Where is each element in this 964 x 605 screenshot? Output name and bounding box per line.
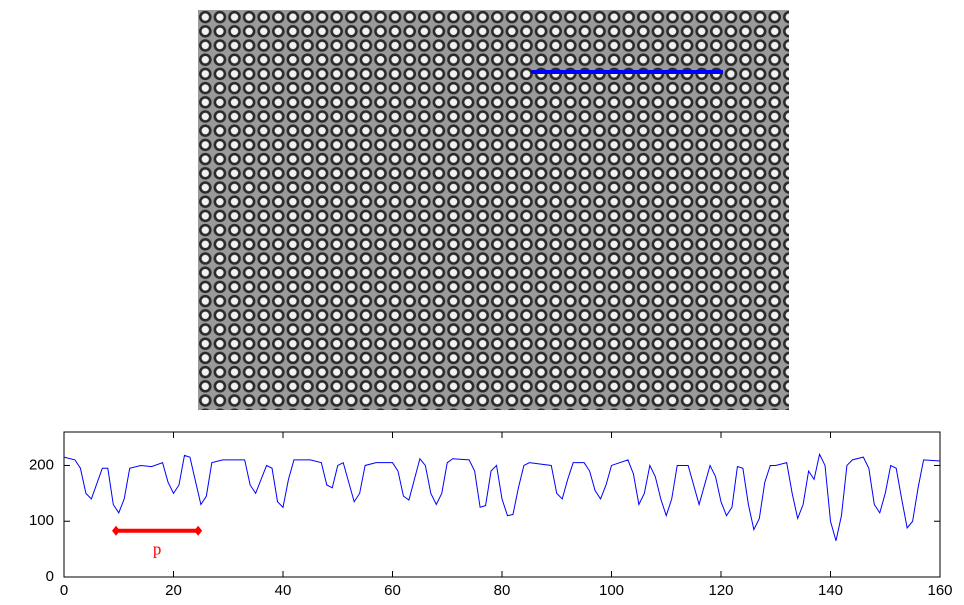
y-tick-label: 200	[29, 456, 54, 473]
arrow-head	[194, 525, 203, 536]
micrograph	[198, 10, 789, 410]
y-tick-label: 100	[29, 512, 54, 529]
x-tick-label: 0	[60, 582, 68, 599]
x-tick-label: 140	[818, 582, 843, 599]
x-tick-label: 160	[927, 582, 952, 599]
data-line	[63, 452, 941, 541]
arrow-head	[112, 525, 121, 536]
x-tick-label: 120	[708, 582, 733, 599]
x-tick-label: 80	[494, 582, 511, 599]
x-tick-label: 60	[384, 582, 401, 599]
plot-frame	[63, 431, 941, 578]
x-tick-label: 40	[275, 582, 292, 599]
x-tick-label: 100	[599, 582, 624, 599]
y-tick-label: 0	[46, 568, 54, 585]
annotation-label: p	[153, 540, 162, 559]
x-tick-label: 20	[165, 582, 182, 599]
